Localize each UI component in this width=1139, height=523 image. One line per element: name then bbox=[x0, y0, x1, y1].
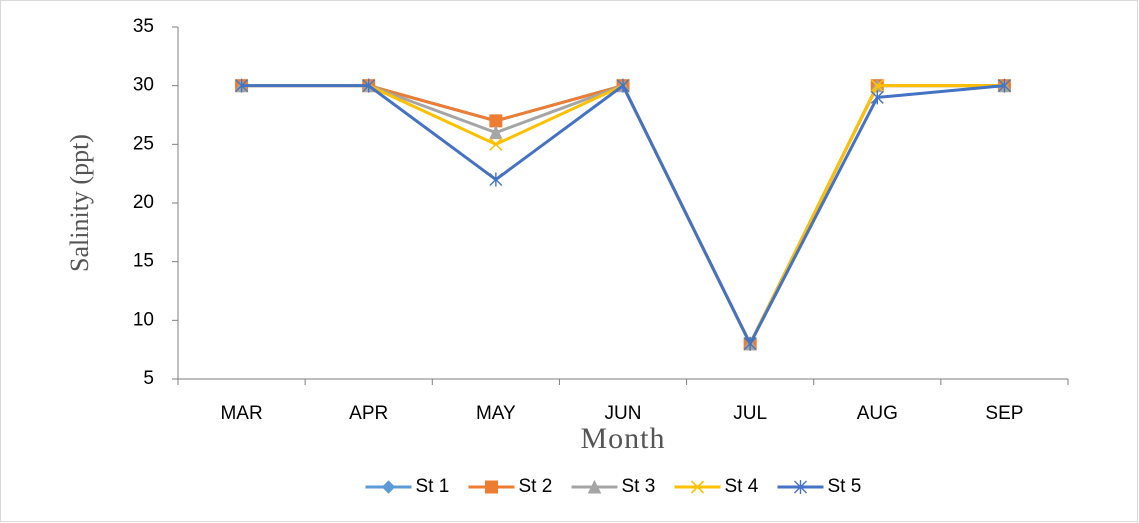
y-tick-label: 35 bbox=[133, 16, 154, 37]
y-tick-label: 30 bbox=[133, 75, 154, 96]
legend-label: St 4 bbox=[725, 476, 759, 497]
marker bbox=[489, 172, 503, 187]
marker bbox=[362, 78, 376, 93]
y-tick-label: 20 bbox=[133, 192, 154, 213]
y-tick-label: 15 bbox=[133, 251, 154, 272]
x-tick-label: MAR bbox=[220, 403, 262, 424]
marker bbox=[870, 90, 884, 105]
marker bbox=[690, 480, 705, 494]
x-tick-label: SEP bbox=[985, 403, 1023, 424]
marker bbox=[235, 78, 249, 93]
marker bbox=[743, 336, 757, 351]
marker bbox=[485, 480, 498, 494]
y-axis-label: Salinity (ppt) bbox=[65, 134, 94, 272]
x-tick-label: JUL bbox=[733, 403, 767, 424]
y-tick-label: 25 bbox=[133, 133, 154, 154]
marker bbox=[587, 479, 602, 494]
x-tick-label: JUN bbox=[605, 403, 642, 424]
marker bbox=[997, 78, 1011, 93]
marker bbox=[381, 480, 396, 494]
legend-label: St 5 bbox=[828, 476, 862, 497]
y-tick-label: 10 bbox=[133, 309, 154, 330]
marker bbox=[870, 79, 884, 93]
legend-label: St 3 bbox=[622, 476, 656, 497]
legend-label: St 2 bbox=[519, 476, 553, 497]
y-tick-label: 5 bbox=[143, 368, 154, 389]
x-tick-label: APR bbox=[349, 403, 388, 424]
x-axis-label: Month bbox=[580, 422, 665, 455]
x-tick-label: AUG bbox=[857, 403, 898, 424]
marker bbox=[794, 480, 807, 494]
marker bbox=[489, 114, 503, 128]
marker bbox=[489, 137, 503, 151]
legend-label: St 1 bbox=[416, 476, 450, 497]
marker bbox=[616, 78, 630, 93]
marker bbox=[489, 125, 503, 140]
x-tick-label: MAY bbox=[476, 403, 516, 424]
